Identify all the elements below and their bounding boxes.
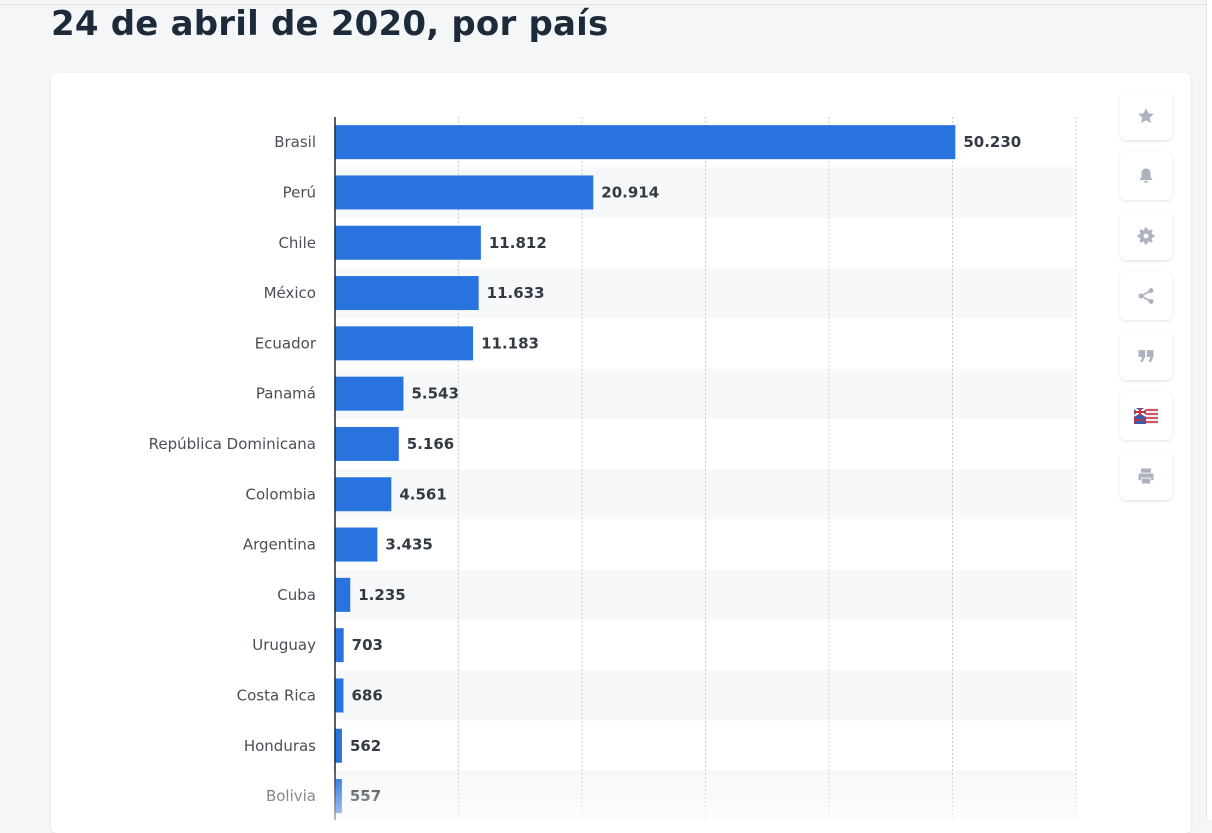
data-label: 11.183 <box>481 334 539 352</box>
bar-ecuador[interactable] <box>335 326 474 361</box>
bar-argentina[interactable] <box>335 527 378 562</box>
category-label: Panamá <box>256 385 316 403</box>
category-label: México <box>264 284 316 302</box>
category-label: Cuba <box>277 586 316 604</box>
category-label: Ecuador <box>255 334 317 352</box>
favorite-button[interactable] <box>1120 92 1172 140</box>
bottom-fade <box>51 770 1091 820</box>
bar-honduras[interactable] <box>335 728 342 763</box>
bar-costa-rica[interactable] <box>335 678 344 713</box>
category-label: Uruguay <box>252 636 316 654</box>
language-button[interactable] <box>1120 392 1172 440</box>
window-edge <box>1206 0 1212 820</box>
data-label: 4.561 <box>399 485 446 503</box>
top-divider <box>0 4 1212 5</box>
data-label: 703 <box>352 636 383 654</box>
quote-icon <box>1136 346 1156 366</box>
gear-icon <box>1136 226 1156 246</box>
bar-panamá[interactable] <box>335 376 404 411</box>
data-label: 11.812 <box>489 234 547 252</box>
data-label: 3.435 <box>385 536 432 554</box>
share-icon <box>1136 286 1156 306</box>
bar-república-dominicana[interactable] <box>335 426 399 461</box>
bar-colombia[interactable] <box>335 477 392 512</box>
category-label: Brasil <box>274 133 316 151</box>
star-icon <box>1136 106 1156 126</box>
bar-méxico[interactable] <box>335 276 479 311</box>
cite-button[interactable] <box>1120 332 1172 380</box>
flag-icon <box>1134 408 1158 424</box>
print-button[interactable] <box>1120 452 1172 500</box>
category-label: Argentina <box>243 536 316 554</box>
settings-button[interactable] <box>1120 212 1172 260</box>
bar-cuba[interactable] <box>335 577 351 612</box>
category-label: Colombia <box>246 485 317 503</box>
category-label: Costa Rica <box>237 686 316 704</box>
share-button[interactable] <box>1120 272 1172 320</box>
bar-chile[interactable] <box>335 225 481 260</box>
category-label: Perú <box>283 183 316 201</box>
page-title: 24 de abril de 2020, por país <box>51 4 609 44</box>
data-label: 11.633 <box>487 284 545 302</box>
data-label: 686 <box>351 686 382 704</box>
bar-perú[interactable] <box>335 175 594 210</box>
category-label: Honduras <box>244 737 316 755</box>
bar-brasil[interactable] <box>335 125 956 160</box>
data-label: 1.235 <box>358 586 405 604</box>
data-label: 5.166 <box>407 435 454 453</box>
bar-uruguay[interactable] <box>335 628 344 663</box>
data-label: 20.914 <box>601 183 659 201</box>
data-label: 562 <box>350 737 381 755</box>
notification-button[interactable] <box>1120 152 1172 200</box>
bell-icon <box>1136 166 1156 186</box>
category-label: Chile <box>278 234 316 252</box>
data-label: 50.230 <box>963 133 1021 151</box>
category-label: República Dominicana <box>149 435 316 453</box>
printer-icon <box>1136 466 1156 486</box>
data-label: 5.543 <box>411 385 458 403</box>
